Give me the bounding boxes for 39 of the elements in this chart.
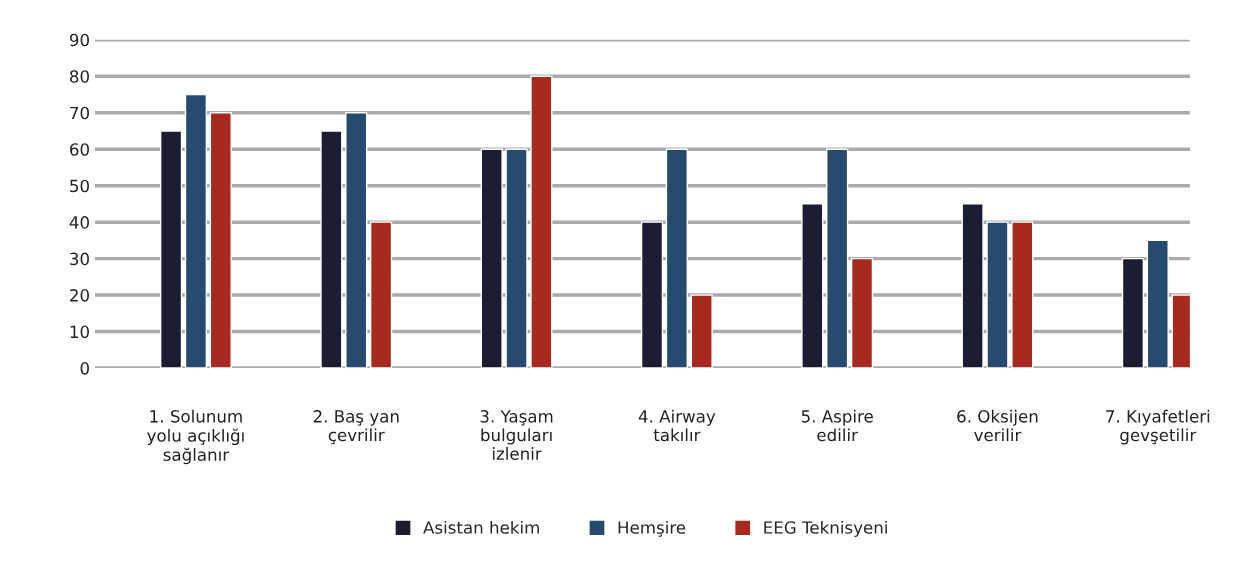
bar: [480, 148, 503, 369]
legend-label: Asistan hekim: [423, 520, 539, 534]
x-tick-label: 6. Oksijen verilir: [957, 409, 1038, 442]
bar: [159, 130, 183, 369]
x-tick-label: 5. Aspire edilir: [801, 409, 873, 442]
bar: [850, 257, 874, 369]
y-tick-label: 90: [69, 33, 89, 47]
bar: [826, 148, 849, 369]
y-tick-label: 50: [70, 179, 89, 193]
bar: [320, 130, 343, 369]
bar: [184, 93, 208, 369]
bar: [665, 148, 688, 369]
y-tick-label: 10: [70, 325, 89, 339]
x-tick-label: 1. Solunum yolu açıklığı sağlanır: [147, 409, 244, 465]
bar: [1121, 257, 1145, 369]
bar: [345, 112, 368, 369]
bar: [801, 203, 824, 369]
legend-label: EEG Teknisyeni: [764, 520, 887, 538]
bar: [369, 221, 393, 369]
x-tick-label: 7. Kıyafetleri gevşetilir: [1106, 409, 1210, 445]
y-tick-label: 40: [69, 216, 89, 229]
bar: [209, 112, 232, 369]
bar: [640, 221, 664, 369]
bar: [690, 294, 713, 369]
y-tick-label: 20: [70, 289, 89, 302]
y-tick-label: 30: [70, 252, 89, 266]
bar: [986, 221, 1009, 369]
y-tick-label: 80: [70, 70, 89, 83]
x-tick-label: 3. Yaşam bulguları izlenir: [480, 410, 553, 460]
bar: [530, 75, 553, 369]
bar: [961, 203, 984, 369]
bar: [1011, 221, 1034, 369]
legend-label: Hemşire: [618, 520, 686, 537]
y-tick-label: 70: [70, 106, 89, 120]
y-tick-label: 0: [80, 362, 89, 375]
bar: [505, 148, 528, 369]
x-tick-label: 4. Airway takılır: [638, 409, 716, 442]
x-tick-label: 2. Baş yan çevrilir: [313, 410, 399, 445]
y-tick-label: 60: [70, 143, 89, 156]
